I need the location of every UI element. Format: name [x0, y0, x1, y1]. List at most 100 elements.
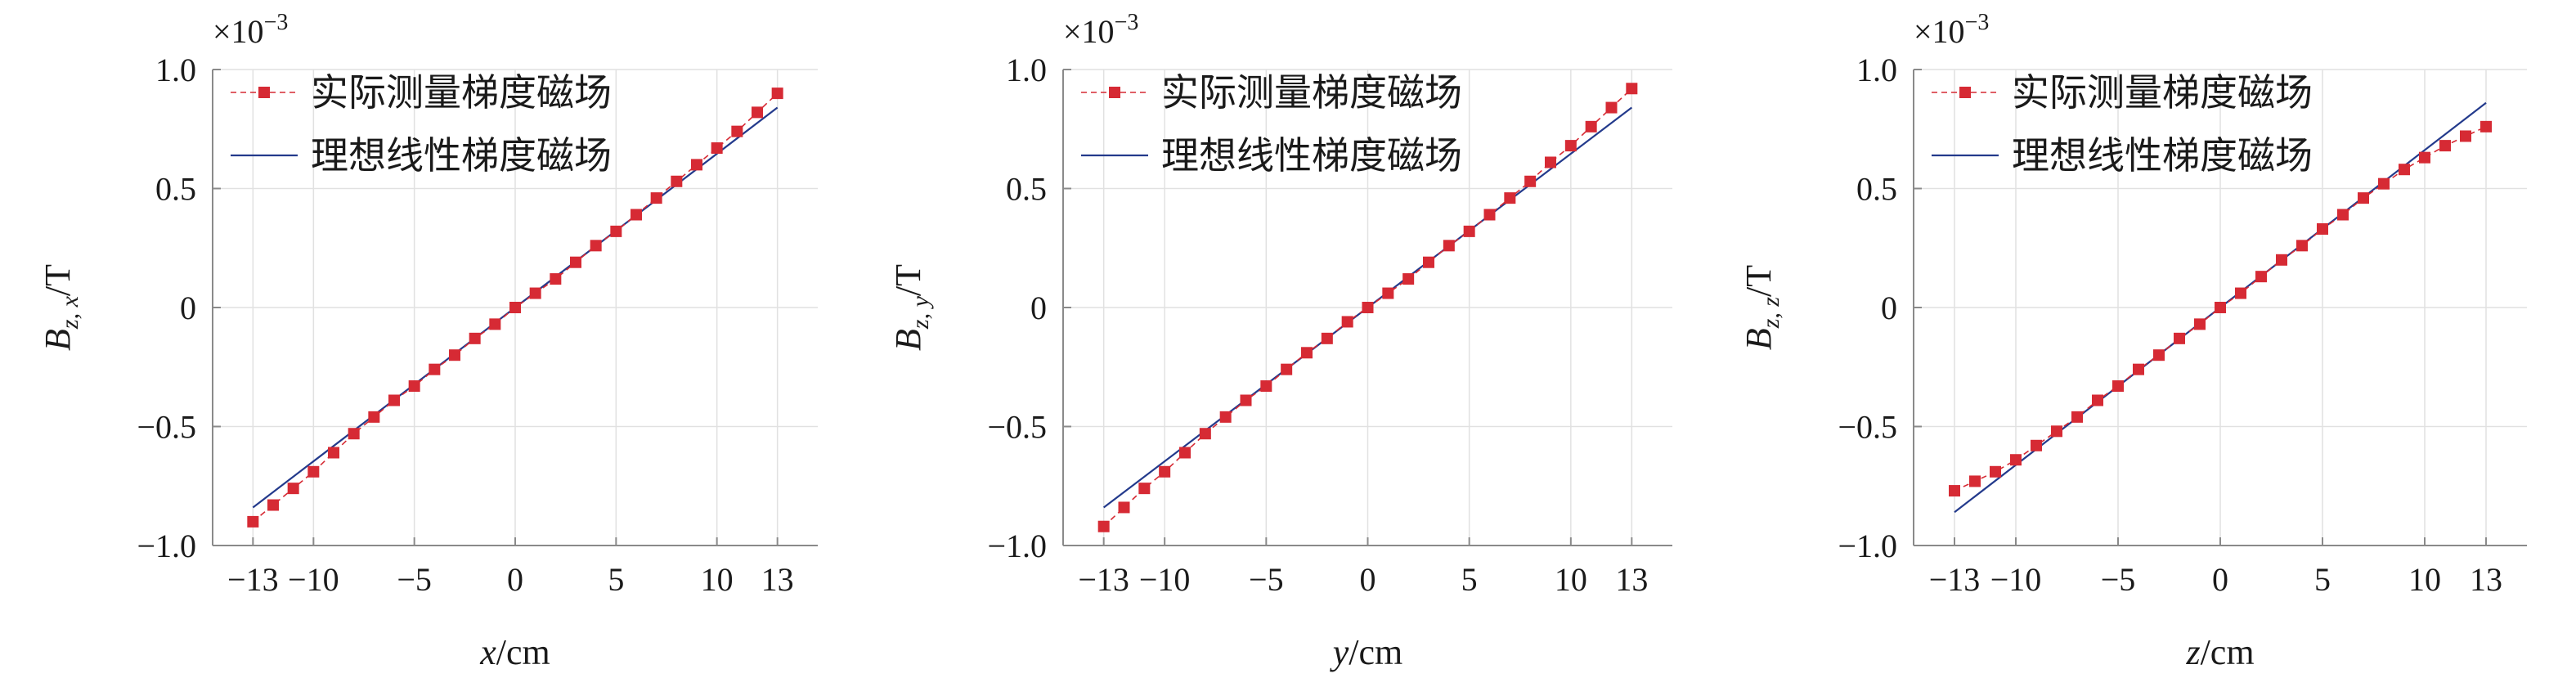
measured-data-point [1605, 101, 1618, 114]
measured-data-point [1138, 483, 1151, 495]
measured-dashed-line [1103, 88, 1632, 528]
chart-panel-2: −13 −10 −5 0 5 10 13 1.0 0.5 0 −0.5 −1.0 ×10−3 y/cm Bz… [888, 10, 1672, 672]
measured-data-point [731, 125, 743, 137]
measured-data-point [2337, 209, 2349, 221]
x-axis-variable: y [1330, 632, 1349, 672]
measured-data-point [1626, 83, 1638, 95]
x-axis-label: y/cm [1330, 632, 1403, 672]
measured-data-point [2439, 140, 2451, 152]
measured-data-point [509, 302, 521, 313]
axis-multiplier: ×10−3 [1914, 10, 1989, 50]
measured-data-point [1949, 485, 1960, 497]
x-axis-variable: z [2185, 632, 2200, 672]
multiplier-base: ×10 [213, 13, 264, 50]
y-tick-label: −1.0 [987, 528, 1047, 564]
measured-data-point [1219, 411, 1232, 423]
measured-data-point [711, 142, 723, 155]
measured-data-point [570, 256, 581, 268]
x-tick-label: 0 [2212, 561, 2228, 598]
x-tick-label: 13 [761, 561, 794, 598]
measured-data-point [771, 88, 783, 100]
y-axis-subscript: z, x [56, 295, 83, 330]
measured-data-point [287, 483, 299, 495]
multiplier-exponent: −3 [1965, 10, 1990, 35]
measured-data-point [1483, 209, 1496, 221]
measured-data-point [2174, 332, 2185, 344]
multiplier-exponent: −3 [1115, 10, 1139, 35]
measured-data-point [1362, 302, 1374, 313]
measured-data-point [2092, 394, 2103, 406]
measured-data-point [348, 428, 360, 440]
x-axis-unit: /cm [2201, 632, 2255, 672]
measured-data-point [2460, 130, 2471, 142]
measured-data-point [2112, 380, 2124, 393]
measured-data-point [2419, 151, 2430, 164]
multiplier-exponent: −3 [264, 10, 289, 35]
x-tick-label: −5 [1249, 561, 1284, 598]
measured-data-point [1321, 332, 1333, 344]
measured-data-point [1463, 225, 1475, 237]
x-tick-label: 0 [507, 561, 523, 598]
measured-data-point [1564, 140, 1577, 152]
y-tick-label: −0.5 [987, 409, 1047, 446]
y-axis-unit: /T [38, 264, 78, 296]
y-axis-symbol: B [38, 329, 78, 351]
x-axis-unit: /cm [1349, 632, 1402, 672]
measured-data-point [368, 411, 380, 423]
x-tick-label: 10 [701, 561, 734, 598]
measured-data-point [1097, 520, 1110, 532]
measured-data-point [469, 332, 481, 344]
x-tick-label: 5 [2314, 561, 2331, 598]
y-axis-subscript: z, y [907, 295, 934, 330]
measured-data-point [1159, 465, 1171, 478]
measured-data-point [2480, 120, 2492, 132]
x-tick-label: −10 [1990, 561, 2042, 598]
legend-measured-label: 实际测量梯度磁场 [2012, 70, 2313, 114]
measured-data-point [1260, 380, 1272, 393]
y-tick-label: 1.0 [1856, 52, 1897, 88]
y-axis-label: Bz, y/T [888, 264, 934, 351]
measured-data-point [1443, 240, 1455, 252]
y-axis-symbol: B [888, 329, 928, 351]
measured-data-point [1118, 501, 1130, 514]
measured-data-point [328, 447, 339, 459]
legend-measured-label: 实际测量梯度磁场 [1161, 70, 1462, 114]
measured-data-point [1341, 316, 1353, 328]
x-tick-label: 10 [2408, 561, 2441, 598]
measured-data-point [610, 225, 622, 237]
x-tick-label: 10 [1555, 561, 1587, 598]
measured-data-point [2051, 425, 2062, 438]
y-tick-label: 0 [180, 290, 196, 326]
legend-measured-swatch-marker [1109, 87, 1120, 98]
measured-data-point [2276, 254, 2287, 266]
y-tick-label: −0.5 [137, 409, 196, 446]
x-tick-label: 5 [1461, 561, 1478, 598]
x-axis-variable: x [479, 632, 496, 672]
chart-panel-3: −13 −10 −5 0 5 10 13 1.0 0.5 0 −0.5 −1.0 ×10−3 z/cm Bz… [1739, 10, 2527, 672]
measured-data-point [1585, 120, 1597, 132]
x-tick-label: −10 [288, 561, 339, 598]
x-tick-label: −5 [397, 561, 432, 598]
measured-data-point [1504, 192, 1516, 204]
measured-data-point [2378, 177, 2390, 190]
measured-data-point [1281, 363, 1293, 375]
measured-data-point [1402, 273, 1415, 285]
measured-data-point [631, 209, 642, 221]
y-tick-label: 0 [1881, 290, 1897, 326]
y-axis-unit: /T [888, 264, 928, 296]
x-axis-label: z/cm [2185, 632, 2254, 672]
x-tick-label: −13 [227, 561, 279, 598]
measured-data-point [1969, 475, 1981, 487]
measured-data-point [388, 394, 400, 406]
measured-data-point [550, 273, 562, 285]
measured-data-point [2133, 363, 2144, 375]
measured-data-point [752, 106, 763, 119]
x-tick-label: −10 [1139, 561, 1191, 598]
measured-data-point [307, 465, 320, 478]
legend-measured-swatch-marker [1959, 87, 1971, 98]
measured-data-point [1545, 156, 1556, 168]
legend-ideal-label: 理想线性梯度磁场 [2012, 133, 2313, 177]
measured-data-point [529, 287, 541, 299]
